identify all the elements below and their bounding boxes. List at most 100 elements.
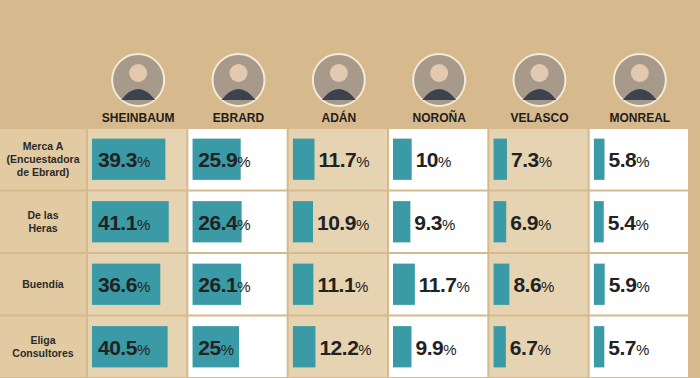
data-label-number: 40.5 bbox=[98, 336, 138, 359]
data-label-number: 12.2 bbox=[319, 336, 358, 359]
data-label-number: 25.9 bbox=[198, 148, 237, 171]
cell bbox=[389, 254, 487, 315]
data-label-number: 26.4 bbox=[198, 211, 238, 234]
data-label: 6.7% bbox=[510, 336, 551, 359]
data-label-unit: % bbox=[355, 278, 368, 295]
bar bbox=[594, 264, 605, 305]
data-label-unit: % bbox=[356, 153, 369, 170]
bar bbox=[192, 201, 241, 242]
cell bbox=[289, 317, 387, 378]
row-label: De lasHeras bbox=[28, 209, 59, 234]
portrait bbox=[213, 54, 265, 106]
portrait bbox=[413, 54, 465, 106]
portrait-head bbox=[430, 64, 448, 82]
portrait-circle bbox=[514, 54, 566, 106]
data-label: 9.3% bbox=[414, 211, 455, 234]
cell bbox=[188, 317, 286, 378]
data-label-number: 5.4 bbox=[608, 211, 637, 234]
bars bbox=[493, 139, 509, 368]
row-label-cell bbox=[0, 129, 86, 190]
data-label-number: 36.6 bbox=[98, 273, 137, 296]
portrait-head bbox=[330, 64, 348, 82]
background bbox=[0, 0, 700, 378]
row-label-line: de Ebrard) bbox=[17, 166, 70, 178]
data-label-unit: % bbox=[137, 278, 150, 295]
portrait bbox=[614, 54, 666, 106]
series-name: MONREAL bbox=[609, 111, 670, 125]
bar bbox=[493, 326, 506, 367]
bar bbox=[594, 139, 605, 180]
cell bbox=[88, 254, 186, 315]
data-label-number: 7.3 bbox=[511, 148, 539, 171]
data-label-number: 26.1 bbox=[198, 273, 238, 296]
portrait-body bbox=[322, 89, 356, 100]
bar bbox=[293, 326, 316, 367]
data-label-unit: % bbox=[457, 278, 470, 295]
bars bbox=[393, 139, 415, 368]
portrait bbox=[112, 54, 164, 106]
cell bbox=[188, 129, 286, 190]
portrait-head bbox=[531, 64, 549, 82]
row-label-line: Eliga bbox=[30, 334, 55, 346]
data-label-number: 6.7 bbox=[510, 336, 538, 359]
cell bbox=[188, 192, 286, 253]
data-label: 11.7% bbox=[319, 148, 370, 171]
bars bbox=[594, 139, 605, 368]
data-label: 25.9% bbox=[198, 148, 250, 171]
data-label-number: 8.6 bbox=[513, 273, 541, 296]
row-label: EligaConsultores bbox=[12, 334, 73, 359]
bar bbox=[393, 264, 415, 305]
data-label-number: 11.7 bbox=[319, 148, 357, 171]
bar bbox=[594, 201, 604, 242]
data-label-unit: % bbox=[221, 341, 234, 358]
portrait-body bbox=[623, 89, 657, 100]
data-label-number: 11.7 bbox=[419, 273, 457, 296]
data-label-unit: % bbox=[636, 341, 649, 358]
data-label-number: 5.7 bbox=[608, 336, 636, 359]
portrait-circle bbox=[413, 54, 465, 106]
data-label-unit: % bbox=[636, 278, 649, 295]
data-label: 26.4% bbox=[198, 211, 250, 234]
portrait-circle bbox=[213, 54, 265, 106]
portrait-head bbox=[631, 64, 649, 82]
bar bbox=[293, 201, 313, 242]
cell bbox=[590, 192, 688, 253]
data-label: 36.6% bbox=[98, 273, 150, 296]
cell bbox=[88, 192, 186, 253]
bar bbox=[594, 326, 605, 367]
cell bbox=[590, 129, 688, 190]
data-label: 39.3% bbox=[98, 148, 150, 171]
series-name: ADÁN bbox=[321, 110, 356, 125]
data-label-number: 11.1 bbox=[317, 273, 356, 296]
series-name: SHEINBAUM bbox=[102, 111, 175, 125]
bar bbox=[293, 264, 314, 305]
cell bbox=[590, 317, 688, 378]
series-name: EBRARD bbox=[213, 111, 265, 125]
data-label-unit: % bbox=[539, 153, 552, 170]
cell bbox=[88, 129, 186, 190]
data-label-unit: % bbox=[137, 341, 150, 358]
data-label: 5.9% bbox=[609, 273, 650, 296]
data-label: 41.1% bbox=[98, 211, 150, 234]
data-label-unit: % bbox=[137, 153, 150, 170]
portrait-body bbox=[523, 89, 557, 100]
portrait bbox=[313, 54, 365, 106]
cell bbox=[289, 192, 387, 253]
data-label-unit: % bbox=[443, 341, 456, 358]
row-label: Buendía bbox=[22, 278, 64, 290]
bar bbox=[493, 139, 507, 180]
series-name: NOROÑA bbox=[412, 110, 466, 125]
row-label-line: De las bbox=[28, 209, 59, 221]
portrait-circle bbox=[112, 54, 164, 106]
data-label: 9.9% bbox=[415, 336, 456, 359]
data-label-number: 5.8 bbox=[608, 148, 637, 171]
data-label-number: 9.3 bbox=[414, 211, 442, 234]
cell bbox=[289, 254, 387, 315]
row-label-line: Heras bbox=[28, 222, 57, 234]
portrait-circle bbox=[313, 54, 365, 106]
data-label: 40.5% bbox=[98, 336, 150, 359]
cell bbox=[489, 254, 587, 315]
data-label-number: 6.9 bbox=[510, 211, 538, 234]
data-label: 11.1% bbox=[317, 273, 368, 296]
data-label: 12.2% bbox=[319, 336, 371, 359]
